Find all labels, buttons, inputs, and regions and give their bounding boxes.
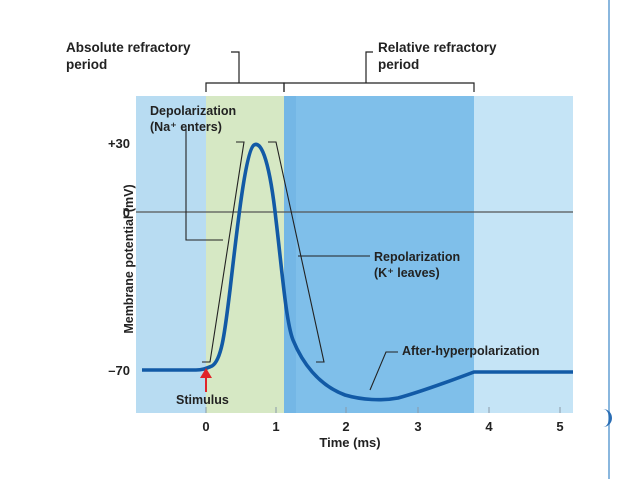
absolute-refractory-line2: period [66, 56, 108, 72]
x-tick-label: 1 [272, 419, 280, 434]
x-tick-label: 0 [202, 419, 210, 434]
slide-decoration [602, 409, 612, 427]
depolarization-leader [185, 128, 223, 241]
repolarization-label: Repolarization (K⁺ leaves) [374, 250, 460, 281]
after-hyperpolarization-leader [369, 351, 398, 391]
x-tick-label: 2 [342, 419, 350, 434]
depolarization-label: Depolarization (Na⁺ enters) [150, 104, 236, 135]
depolarization-bracket [202, 141, 245, 363]
y-tick-label: +30 [107, 136, 130, 151]
resting-region [136, 96, 206, 413]
absolute-refractory-label: Absolute refractory period [66, 40, 191, 74]
relative-bracket [283, 82, 475, 92]
absolute-refractory-line1: Absolute refractory [66, 40, 191, 55]
relative-refractory-label: Relative refractory period [378, 40, 497, 74]
relative-refractory-line2: period [378, 56, 420, 72]
y-axis-label: Membrane potential (mV) [122, 184, 136, 334]
depolarization-line2: (Na⁺ enters) [150, 119, 222, 134]
repolarization-line1: Repolarization [374, 250, 461, 264]
y-tick-label: –70 [108, 363, 130, 378]
action-potential-curve [142, 142, 573, 402]
repolarization-line2: (K⁺ leaves) [374, 265, 440, 280]
relative-refractory-line1: Relative refractory [378, 40, 497, 55]
depolarization-line1: Depolarization [150, 104, 237, 118]
repolarization-bracket [268, 141, 325, 363]
absolute-bracket [205, 82, 285, 92]
x-tick-label: 4 [485, 419, 493, 434]
absolute-refractory-band [206, 96, 284, 413]
y-tick-label: 0 [122, 205, 130, 220]
up-arrow-icon [200, 368, 212, 392]
relative-band-edge [284, 96, 296, 413]
stimulus-label: Stimulus [176, 393, 229, 407]
x-tick-label: 5 [556, 419, 564, 434]
relative-leader [365, 51, 373, 83]
x-axis-label: Time (ms) [319, 435, 381, 450]
after-hyperpolarization-label: After-hyperpolarization [402, 344, 540, 358]
x-tick-label: 3 [414, 419, 422, 434]
absolute-leader [231, 51, 240, 83]
x-axis-ticks [205, 407, 561, 413]
relative-refractory-band [284, 96, 474, 413]
slide-right-border [608, 0, 610, 479]
